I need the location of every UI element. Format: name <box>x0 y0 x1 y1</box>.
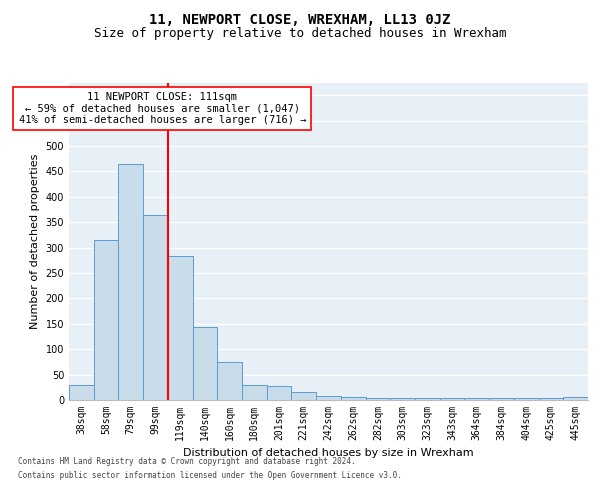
Bar <box>94 240 118 400</box>
Bar <box>143 214 168 400</box>
Bar <box>365 398 390 400</box>
Bar <box>341 398 365 400</box>
Bar <box>316 396 341 400</box>
Bar <box>464 398 489 400</box>
Bar <box>390 398 415 400</box>
Bar <box>489 398 514 400</box>
Bar <box>217 362 242 400</box>
Y-axis label: Number of detached properties: Number of detached properties <box>30 154 40 329</box>
Bar <box>514 398 539 400</box>
Bar <box>563 398 588 400</box>
Bar <box>118 164 143 400</box>
Bar <box>539 398 563 400</box>
Bar <box>242 385 267 400</box>
Text: Size of property relative to detached houses in Wrexham: Size of property relative to detached ho… <box>94 28 506 40</box>
Bar <box>193 328 217 400</box>
Bar <box>440 398 464 400</box>
Bar <box>292 392 316 400</box>
Text: Contains HM Land Registry data © Crown copyright and database right 2024.: Contains HM Land Registry data © Crown c… <box>18 458 356 466</box>
Text: 11, NEWPORT CLOSE, WREXHAM, LL13 0JZ: 11, NEWPORT CLOSE, WREXHAM, LL13 0JZ <box>149 12 451 26</box>
Text: Contains public sector information licensed under the Open Government Licence v3: Contains public sector information licen… <box>18 472 402 480</box>
X-axis label: Distribution of detached houses by size in Wrexham: Distribution of detached houses by size … <box>183 448 474 458</box>
Bar <box>267 386 292 400</box>
Text: 11 NEWPORT CLOSE: 111sqm
← 59% of detached houses are smaller (1,047)
41% of sem: 11 NEWPORT CLOSE: 111sqm ← 59% of detach… <box>19 92 306 125</box>
Bar <box>69 385 94 400</box>
Bar <box>168 256 193 400</box>
Bar <box>415 398 440 400</box>
